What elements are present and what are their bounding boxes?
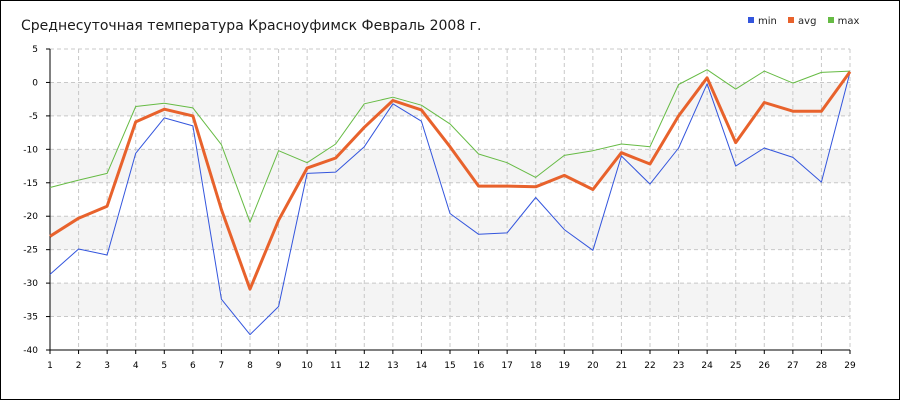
x-tick-label: 29 <box>844 361 856 371</box>
x-tick-label: 1 <box>47 361 53 371</box>
x-tick-label: 3 <box>104 361 110 371</box>
x-tick-label: 24 <box>701 361 713 371</box>
x-tick-label: 15 <box>444 361 455 371</box>
x-tick-label: 10 <box>301 361 313 371</box>
x-tick-label: 16 <box>473 361 485 371</box>
legend-item-avg: avg <box>788 16 816 27</box>
x-tick-label: 20 <box>587 361 599 371</box>
x-tick-label: 19 <box>559 361 571 371</box>
x-tick-label: 25 <box>730 361 741 371</box>
legend-swatch-max <box>827 17 834 23</box>
y-tick-label: 5 <box>32 45 38 55</box>
x-tick-label: 6 <box>190 361 196 371</box>
x-tick-label: 8 <box>247 361 253 371</box>
x-tick-label: 2 <box>76 361 82 371</box>
legend-swatch-avg <box>788 17 795 23</box>
legend-item-min: min <box>748 16 777 27</box>
y-tick-label: -40 <box>23 346 38 356</box>
x-tick-label: 21 <box>616 361 627 371</box>
x-tick-label: 18 <box>530 361 542 371</box>
x-tick-label: 12 <box>359 361 370 371</box>
x-tick-label: 28 <box>816 361 828 371</box>
y-tick-label: -20 <box>23 212 38 222</box>
y-tick-label: 0 <box>32 78 38 88</box>
y-tick-label: -30 <box>23 279 38 289</box>
x-tick-label: 26 <box>759 361 771 371</box>
legend-swatch-min <box>748 17 754 23</box>
legend-label-min: min <box>758 16 777 27</box>
x-tick-label: 4 <box>133 361 139 371</box>
x-tick-label: 11 <box>330 361 341 371</box>
x-tick-label: 7 <box>219 361 225 371</box>
y-tick-label: -15 <box>23 179 38 189</box>
y-tick-label: -5 <box>29 112 38 122</box>
x-tick-label: 23 <box>673 361 684 371</box>
y-tick-label: -10 <box>23 145 38 155</box>
chart-title: Среднесуточная температура Красноуфимск … <box>21 18 482 34</box>
legend-label-avg: avg <box>798 16 817 27</box>
legend-item-max: max <box>827 16 860 27</box>
legend-label-max: max <box>837 16 860 27</box>
y-tick-label: -35 <box>23 313 38 323</box>
series-line-max <box>49 69 851 223</box>
x-tick-label: 13 <box>387 361 398 371</box>
x-tick-label: 14 <box>416 361 428 371</box>
x-tick-label: 9 <box>276 361 282 371</box>
x-tick-label: 27 <box>787 361 798 371</box>
series-line-min <box>49 72 851 336</box>
series-line-avg <box>49 70 852 291</box>
x-tick-label: 22 <box>644 361 655 371</box>
y-tick-label: -25 <box>23 246 38 256</box>
chart-legend: min avg max <box>748 16 867 27</box>
x-tick-label: 5 <box>161 361 167 371</box>
x-tick-label: 17 <box>501 361 512 371</box>
